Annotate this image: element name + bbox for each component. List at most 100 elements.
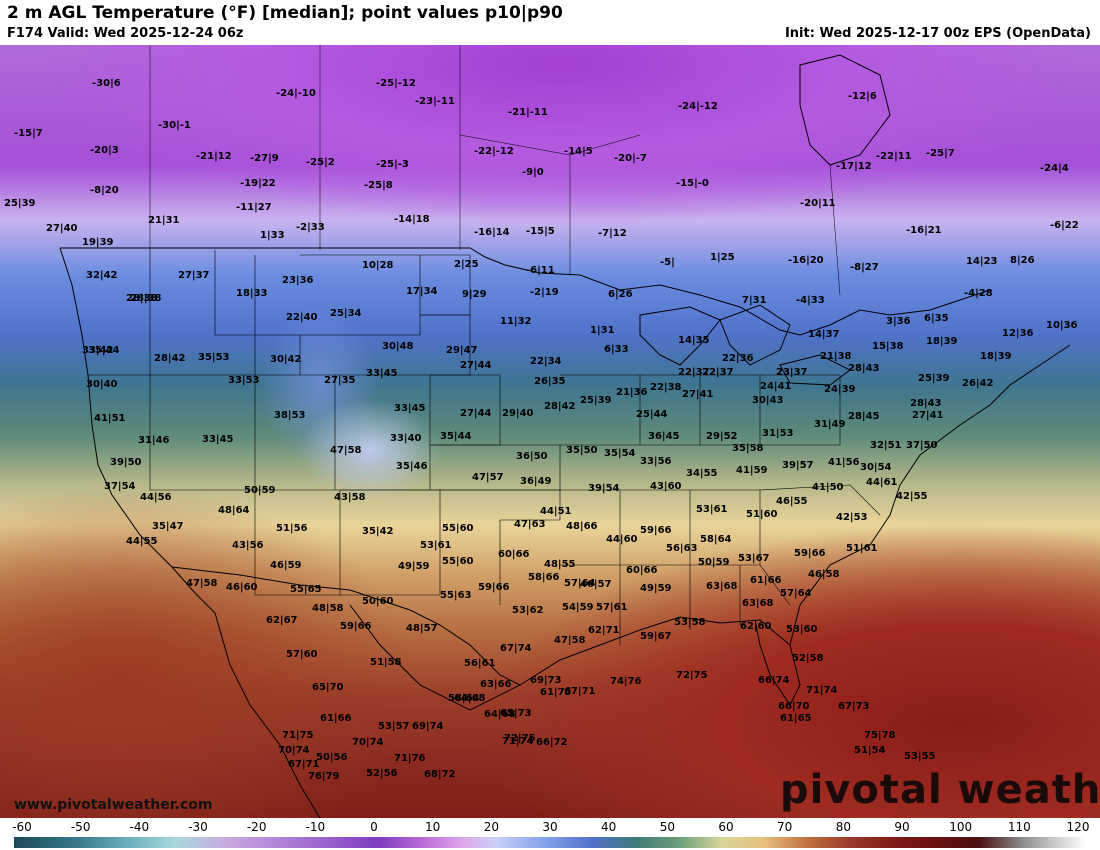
point-value-label: 62|71 [588,625,620,636]
point-value-label: 27|41 [912,410,944,421]
point-value-label: 48|55 [544,559,576,570]
point-value-label: 28|38 [130,293,162,304]
point-value-label: 59|66 [794,548,826,559]
point-value-label: 65|73 [500,708,532,719]
point-value-label: -4|33 [796,295,825,306]
point-value-label: 47|58 [330,445,362,456]
point-value-label: -25|8 [364,180,393,191]
point-value-label: 71|74 [806,685,838,696]
point-value-label: 43|58 [334,492,366,503]
point-value-label: 39|50 [110,457,142,468]
point-value-label: -16|21 [906,225,942,236]
point-value-label: 72|75 [504,733,536,744]
point-value-label: -21|12 [196,151,232,162]
point-value-label: 35|54 [604,448,636,459]
point-value-label: -25|-12 [376,78,416,89]
point-value-label: 28|38 [126,293,158,304]
point-value-label: -27|9 [250,153,279,164]
point-value-label: 52|58 [792,653,824,664]
point-value-label: -8|27 [850,262,879,273]
point-value-label: 17|34 [406,286,438,297]
point-value-label: -6|22 [1050,220,1079,231]
point-value-label: -15|5 [526,226,555,237]
point-value-label: 39|57 [782,460,814,471]
point-value-label: 76|79 [308,771,340,782]
point-value-label: 63|66 [480,679,512,690]
point-value-label: 34|55 [686,468,718,479]
point-value-label: 10|36 [1046,320,1078,331]
point-value-label: 67|71 [564,686,596,697]
point-value-label: 70|74 [352,737,384,748]
point-value-label: 22|40 [286,312,318,323]
point-value-label: 28|42 [544,401,576,412]
point-value-label: 29|47 [446,345,478,356]
point-value-label: 58|64 [700,534,732,545]
temperature-map: -30|6 -24|-10 -25|-12 -23|-11 -15|7 -30|-1 -20… [0,45,1100,818]
colorbar-tick-label: 30 [542,820,558,834]
point-value-label: 41|59 [736,465,768,476]
point-value-label: 49|59 [640,583,672,594]
point-value-label: 47|57 [472,472,504,483]
point-value-label: 18|39 [980,351,1012,362]
point-value-label: -11|27 [236,202,272,213]
point-value-label: 18|39 [926,336,958,347]
point-value-label: 27|37 [178,270,210,281]
point-value-label: 69|73 [530,675,562,686]
colorbar-tick-label: 10 [425,820,441,834]
point-value-label: -14|5 [564,146,593,157]
point-value-label: -25|-3 [376,159,409,170]
point-value-label: 35|44 [88,345,120,356]
point-value-label: 58|66 [528,572,560,583]
point-value-label: 53|67 [738,553,770,564]
point-value-label: -24|-12 [678,101,718,112]
watermark-brand-logo: pivotal weather [780,767,1100,813]
map-title: 2 m AGL Temperature (°F) [median]; point… [7,3,563,23]
colorbar-tick-label: 20 [483,820,499,834]
point-value-label: 28|43 [910,398,942,409]
point-value-label: 47|58 [554,635,586,646]
point-value-label: 48|58 [312,603,344,614]
point-value-label: 30|42 [270,354,302,365]
point-value-label: 22|36 [722,353,754,364]
point-value-label: 27|41 [682,389,714,400]
point-value-label: 70|74 [278,745,310,756]
point-value-label: 56|63 [666,543,698,554]
point-value-label: 71|76 [394,753,426,764]
point-value-label: 61|66 [750,575,782,586]
point-value-label: 43|60 [650,481,682,492]
point-value-label: 33|56 [640,456,672,467]
point-value-label: 71|74 [502,736,534,747]
point-value-label: 36|49 [520,476,552,487]
point-value-label: -2|19 [530,287,559,298]
point-value-label: 25|39 [4,198,36,209]
point-value-label: 75|78 [864,730,896,741]
point-value-label: -5| [660,257,675,268]
point-value-label: 67|74 [500,643,532,654]
colorbar-tick-label: 120 [1066,820,1090,834]
point-value-label: 52|56 [366,768,398,779]
point-value-label: 41|50 [812,482,844,493]
point-value-label: 22|38 [650,382,682,393]
colorbar-tick-label: -50 [70,820,91,834]
point-value-label: 55|63 [440,590,472,601]
point-value-label: 47|63 [514,519,546,530]
colorbar-tick-label: -60 [12,820,32,834]
point-value-label: 60|66 [498,549,530,560]
point-value-label: 23|36 [282,275,314,286]
point-value-label: 44|56 [140,492,172,503]
point-value-label: 51|58 [370,657,402,668]
point-value-label: 22|34 [530,356,562,367]
point-value-label: 11|32 [500,316,532,327]
point-value-label: 38|53 [274,410,306,421]
point-value-label: -23|-11 [415,96,455,107]
point-value-label: 53|61 [420,540,452,551]
point-value-label: 31|49 [814,419,846,430]
point-value-label: 51|54 [854,745,886,756]
point-value-label: 46|58 [808,569,840,580]
point-value-label: 41|51 [94,413,126,424]
point-value-label: -16|20 [788,255,824,266]
point-value-label: 23|37 [776,367,808,378]
colorbar-tick-label: -10 [305,820,326,834]
point-value-label: 9|29 [462,289,487,300]
point-value-label: 55|60 [442,523,474,534]
